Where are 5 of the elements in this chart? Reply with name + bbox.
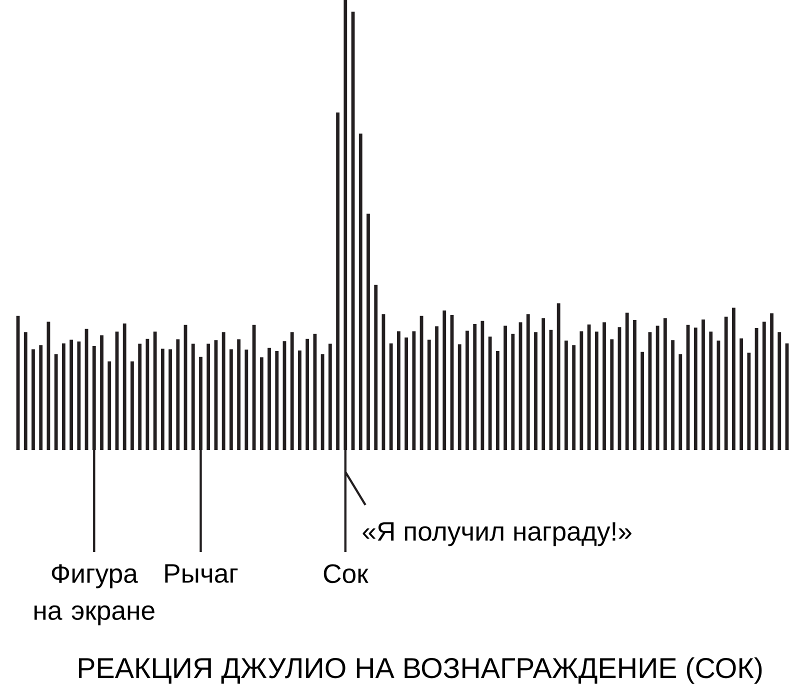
x-tick-label: Рычаг (165, 564, 238, 583)
x-tick-label: Фигура на экране (34, 564, 154, 626)
text: РЕАКЦИЯ ДЖУЛИО НА ВОЗНАГРАЖДЕНИЕ (СОК) (78, 657, 762, 684)
text: «Я получил награду!» (362, 522, 632, 546)
x-tick-label: Сок (324, 564, 368, 584)
